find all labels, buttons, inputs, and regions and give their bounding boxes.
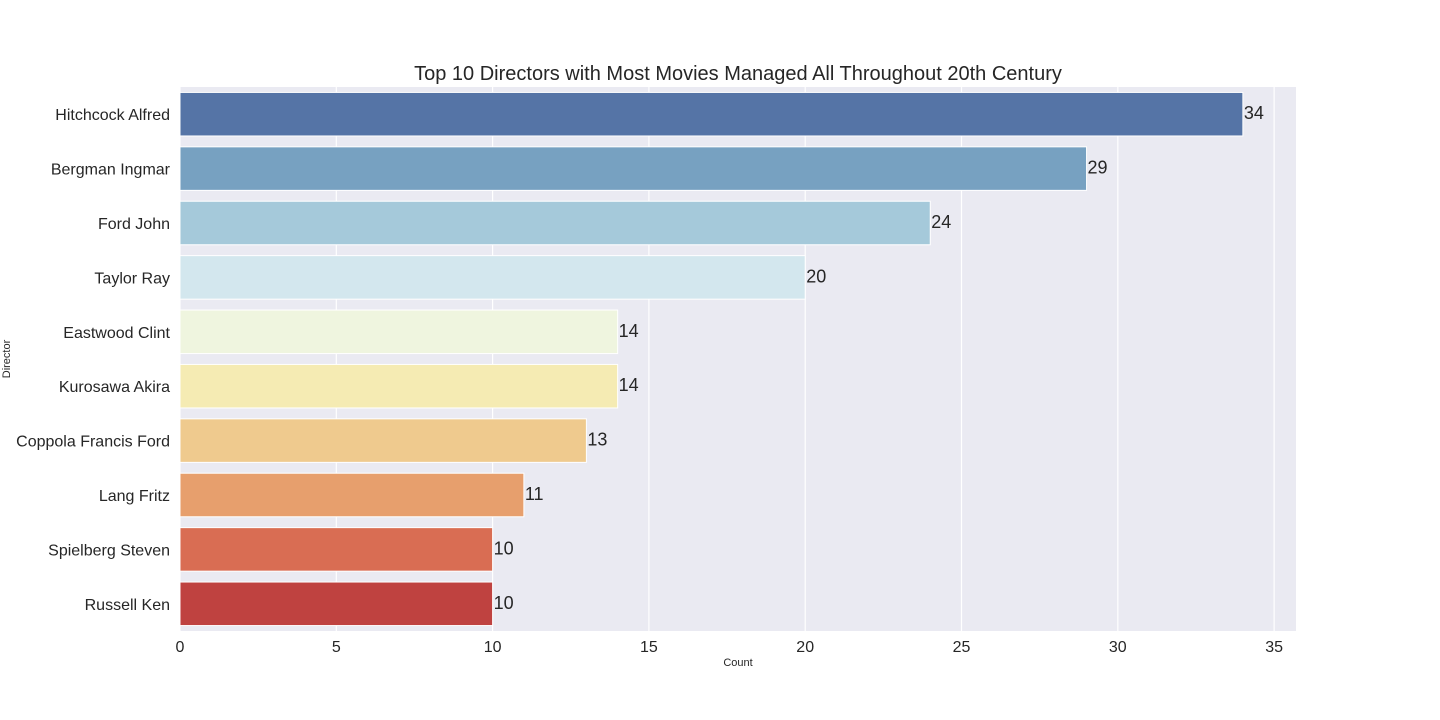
y-tick-label: Lang Fritz [99, 488, 170, 505]
bar-value-label: 24 [931, 212, 951, 232]
bar-value-label: 11 [525, 484, 544, 504]
y-tick-label: Russell Ken [85, 597, 170, 614]
bar-value-label: 20 [806, 266, 826, 286]
bar [179, 363, 619, 409]
chart-title: Top 10 Directors with Most Movies Manage… [414, 63, 1062, 85]
y-tick-label: Eastwood Clint [63, 325, 170, 342]
x-tick-label: 30 [1109, 639, 1127, 656]
x-tick-label: 20 [796, 639, 814, 656]
y-axis-label: Director [1, 339, 13, 378]
bar-value-label: 10 [494, 538, 514, 558]
y-tick-label: Ford John [98, 216, 170, 233]
bars [179, 91, 1244, 627]
bar-value-label: 14 [619, 375, 639, 395]
bar [179, 200, 931, 246]
y-tick-label: Taylor Ray [94, 270, 170, 287]
bar [179, 309, 619, 355]
x-axis-label: Count [723, 657, 752, 669]
bar [179, 146, 1088, 191]
bar-value-label: 14 [619, 321, 639, 341]
bar [179, 527, 494, 572]
bar [179, 472, 525, 518]
bar [179, 581, 494, 627]
bar-value-label: 34 [1244, 103, 1264, 123]
y-tick-label: Coppola Francis Ford [16, 434, 170, 451]
x-tick-label: 25 [953, 639, 971, 656]
y-tick-label: Kurosawa Akira [59, 379, 170, 396]
y-tick-label: Bergman Ingmar [51, 162, 171, 179]
bar [179, 255, 806, 300]
x-tick-labels: 0 5 10 15 20 25 30 35 [176, 639, 1284, 656]
y-tick-labels: Hitchcock Alfred Bergman Ingmar Ford John T… [16, 107, 171, 614]
y-tick-label: Hitchcock Alfred [55, 107, 170, 124]
bar-value-label: 13 [587, 430, 607, 450]
bar [179, 418, 587, 463]
x-tick-label: 0 [176, 639, 185, 656]
bar [179, 91, 1244, 137]
bar-value-label: 29 [1088, 158, 1108, 178]
bar-value-label: 10 [494, 593, 514, 613]
x-tick-label: 35 [1265, 639, 1283, 656]
bar-value-labels: 34 29 24 20 14 14 13 11 10 10 [494, 103, 1264, 613]
x-tick-label: 15 [640, 639, 658, 656]
x-tick-label: 5 [332, 639, 341, 656]
y-tick-label: Spielberg Steven [48, 542, 170, 559]
x-tick-label: 10 [484, 639, 502, 656]
